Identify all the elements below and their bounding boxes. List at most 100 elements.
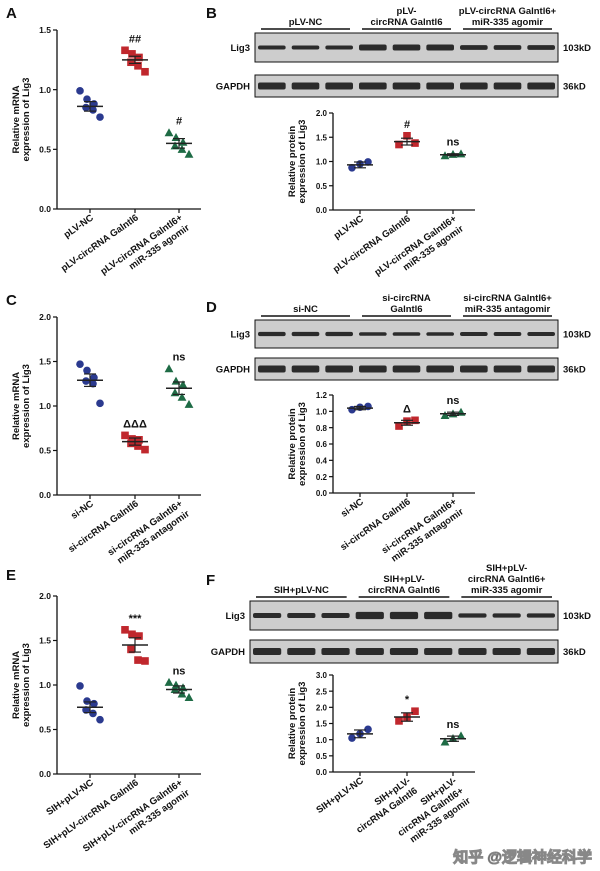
- blot-group-label: miR-335 antagomir: [465, 304, 551, 315]
- data-point: [364, 158, 372, 166]
- data-point: [135, 436, 143, 444]
- y-tick-label: 1.0: [39, 680, 51, 690]
- data-point: [76, 87, 84, 95]
- data-point: [177, 392, 187, 401]
- data-point: [456, 731, 466, 740]
- y-tick-label: 1.0: [316, 736, 328, 745]
- protein-band: [321, 648, 350, 655]
- y-tick-label: 1.2: [316, 391, 328, 400]
- protein-band: [526, 648, 555, 655]
- band-size: 103kD: [563, 43, 591, 54]
- data-point: [171, 680, 181, 689]
- data-point: [164, 128, 174, 137]
- data-point: [164, 677, 174, 686]
- protein-band: [287, 648, 316, 655]
- blot-group-label: miR-335 agomir: [472, 17, 544, 28]
- y-tick-label: 1.5: [316, 720, 328, 729]
- watermark: 知乎 @逻辑神经科学: [453, 848, 592, 866]
- data-point: [411, 416, 419, 425]
- y-tick-label: 2.0: [316, 109, 328, 118]
- significance-mark: ns: [447, 719, 460, 731]
- protein-band: [426, 365, 454, 373]
- data-point: [82, 706, 90, 714]
- significance-mark: ns: [173, 352, 186, 364]
- y-tick-label: 2.0: [39, 591, 51, 601]
- data-point: [89, 709, 97, 718]
- significance-mark: ΔΔΔ: [123, 418, 147, 430]
- panel-letter: E: [6, 567, 16, 584]
- protein-band: [392, 44, 421, 51]
- protein-band: [325, 331, 353, 337]
- significance-mark: ns: [447, 395, 460, 407]
- blot-group-label: si-NC: [293, 304, 318, 315]
- band-name: Lig3: [230, 330, 250, 341]
- protein-band: [258, 82, 286, 90]
- panel-e: E 0.0 0.5 1.0 1.5 2.0 Relative mRNA expression …: [6, 567, 201, 855]
- protein-band: [253, 613, 282, 618]
- y-axis-label: Relative mRNA: [11, 651, 22, 719]
- protein-band: [458, 648, 487, 655]
- band-size: 103kD: [563, 330, 591, 341]
- y-tick-label: 0.5: [316, 752, 328, 761]
- data-point: [89, 106, 97, 114]
- panel-letter: C: [6, 292, 17, 309]
- data-point: [395, 717, 403, 725]
- y-tick-label: 0.0: [39, 204, 51, 214]
- blot-group-label: circRNA Galntl6+: [468, 574, 546, 585]
- protein-band: [389, 611, 419, 620]
- data-point: [170, 141, 180, 150]
- protein-band: [460, 82, 488, 90]
- y-axis-label: Relative mRNA: [11, 372, 22, 440]
- blot-group-label: pLV-circRNA Galntl6+: [459, 6, 557, 17]
- y-tick-label: 0.5: [39, 145, 51, 155]
- band-name: GAPDH: [216, 365, 250, 376]
- y-tick-label: 1.5: [316, 133, 328, 142]
- protein-band: [359, 332, 387, 336]
- data-point: [440, 737, 450, 746]
- significance-mark: ns: [447, 137, 460, 149]
- significance-mark: #: [404, 119, 410, 131]
- y-tick-label: 2.0: [316, 704, 328, 713]
- data-point: [127, 645, 135, 654]
- y-axis-label: expression of Lig3: [21, 78, 32, 162]
- y-tick-label: 0.2: [316, 473, 328, 482]
- protein-band: [291, 331, 320, 337]
- data-point: [395, 422, 403, 430]
- panel-a: A 0.0 0.5 1.0 1.5 Relative mRNA expression of …: [6, 5, 201, 277]
- data-point: [96, 113, 104, 121]
- protein-band: [291, 365, 320, 373]
- data-point: [128, 435, 136, 443]
- data-point: [96, 399, 104, 408]
- y-tick-label: 1.0: [316, 408, 328, 417]
- data-point: [128, 50, 136, 58]
- blot-group-label: SIH+pLV-NC: [274, 585, 329, 596]
- band-name: Lig3: [225, 611, 245, 622]
- panel-letter: A: [6, 5, 17, 22]
- y-tick-label: 1.0: [39, 85, 51, 95]
- data-point: [184, 149, 194, 158]
- data-point: [184, 693, 194, 702]
- protein-band: [493, 45, 522, 50]
- protein-band: [527, 331, 555, 337]
- data-point: [348, 734, 356, 742]
- protein-band: [424, 611, 453, 620]
- protein-band: [460, 365, 488, 373]
- data-point: [141, 67, 149, 76]
- y-tick-label: 0.0: [39, 490, 51, 500]
- x-category-label: si-NC: [69, 498, 96, 521]
- band-size: 36kD: [563, 647, 586, 658]
- y-axis-label: Relative mRNA: [11, 85, 22, 153]
- protein-band: [359, 82, 387, 90]
- protein-band: [526, 613, 555, 618]
- protein-band: [291, 82, 320, 90]
- data-point: [411, 139, 419, 147]
- y-tick-label: 2.5: [316, 687, 328, 696]
- panel-c: C 0.0 0.5 1.0 1.5 2.0 Relative mRNA expression …: [6, 292, 201, 567]
- protein-band: [355, 648, 384, 655]
- protein-band: [460, 331, 488, 337]
- data-point: [82, 103, 90, 112]
- data-point: [403, 131, 411, 140]
- panel-letter: B: [206, 5, 217, 22]
